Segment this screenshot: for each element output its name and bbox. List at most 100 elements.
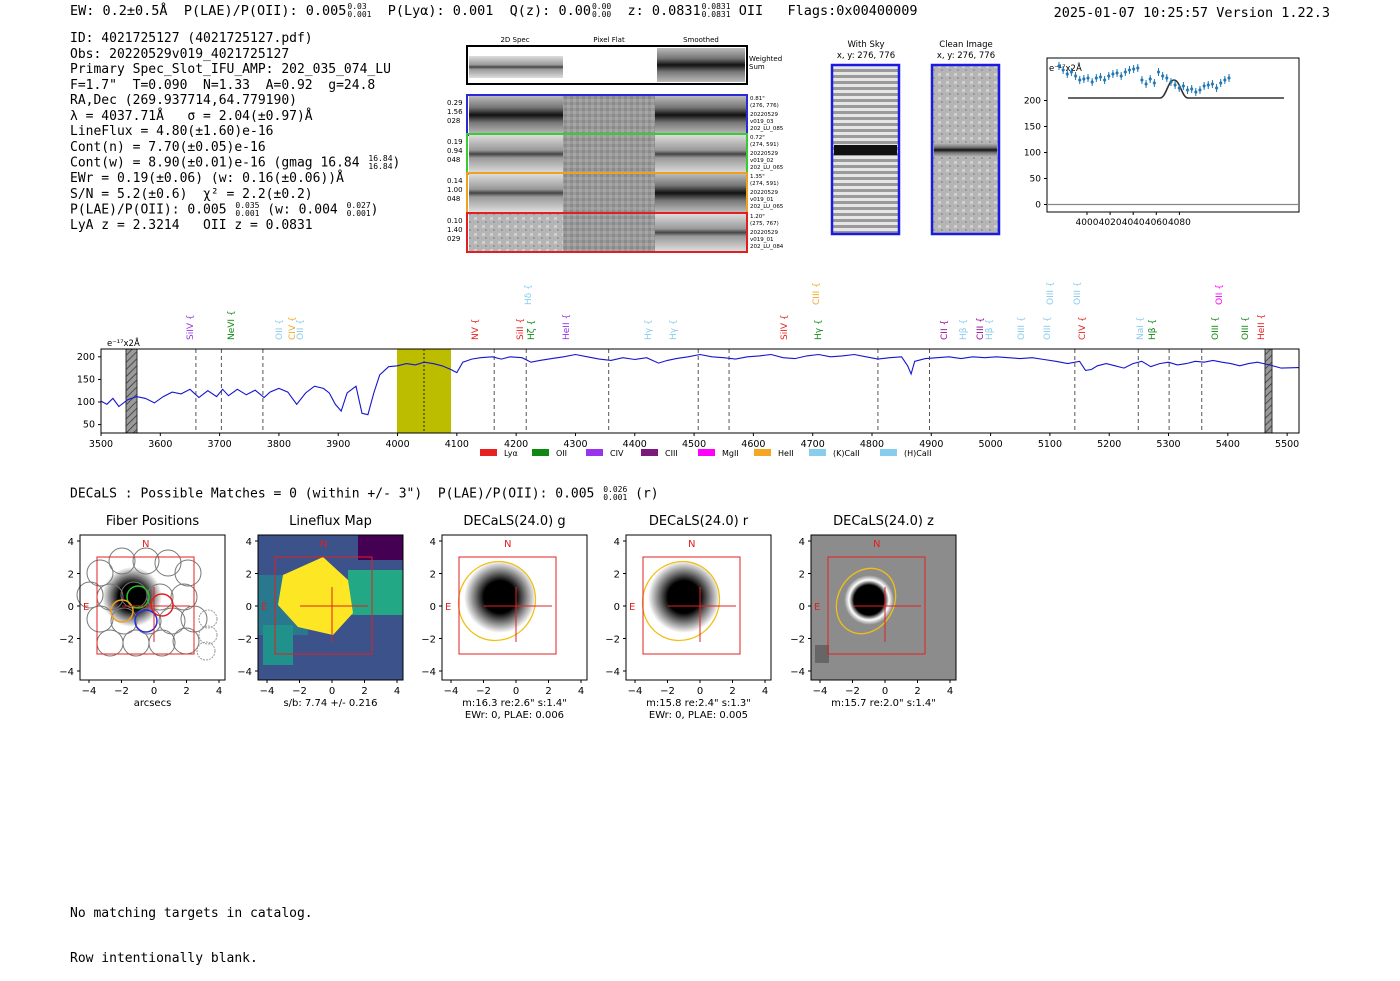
radec-line: RA,Dec (269.937714,64.779190) xyxy=(70,93,297,108)
line-label: OIII { xyxy=(1017,316,1027,340)
fiber-circle xyxy=(86,605,114,633)
sky-panels: With Sky x, y: 276, 776 Clean Image x, y… xyxy=(830,40,1001,236)
qz-lo: 0.00 xyxy=(591,10,612,19)
line-label-text: OIII { xyxy=(1211,316,1221,340)
cutout-row-4: 0.10 1.40 029 1.20" (275, 767) 20220529 … xyxy=(447,212,784,253)
plae-header-lo: 0.001 xyxy=(347,10,372,19)
panel-frame xyxy=(441,534,588,681)
line-label: HeII { xyxy=(1257,314,1267,340)
decals-panel-z: DECaLS(24.0) z N E −4 −4 −2 −2 0 0 2 2 4 4 m:15.7 re:… xyxy=(790,514,957,709)
ytick-label: −2 xyxy=(421,635,436,646)
line-label: OIII { xyxy=(1211,316,1221,340)
legend-label: HeII xyxy=(778,449,794,458)
spectrum-ytick-label: 50 xyxy=(83,420,95,431)
lineflux-peak xyxy=(278,557,353,635)
zoom-xtick-label: 4080 xyxy=(1168,218,1191,228)
spectrum-xtick-label: 5200 xyxy=(1097,439,1121,450)
xtick-label: 2 xyxy=(914,686,920,697)
zoom-point xyxy=(1223,77,1227,83)
panel-caption-2: EWr: 0, PLAE: 0.005 xyxy=(649,710,748,721)
ytick-label: −4 xyxy=(237,667,252,678)
spectrum-xtick-label: 4300 xyxy=(563,439,587,450)
east-label: E xyxy=(445,602,451,613)
svg-text:20220529: 20220529 xyxy=(750,190,778,196)
legend-swatch xyxy=(641,449,658,456)
ytick-label: 2 xyxy=(614,570,620,581)
line-label: Hβ { xyxy=(1148,319,1158,340)
col-header-pixelflat: Pixel Flat xyxy=(593,36,625,44)
z-line: OII xyxy=(738,3,764,19)
source-blob xyxy=(102,567,162,627)
cutout-row-2: 0.19 0.94 048 0.72" (274, 591) 20220529 … xyxy=(447,133,784,175)
xtick-label: −4 xyxy=(813,686,828,697)
contw-lo: 16.84 xyxy=(368,162,393,171)
version: Version 1.22.3 xyxy=(1216,5,1330,21)
svg-text:0.94: 0.94 xyxy=(447,147,463,155)
decals-panel-r: DECaLS(24.0) r N E −4 −4 −2 −2 0 0 2 2 4 4 m:15.8 re:… xyxy=(605,514,772,721)
fiber-circle-dashed xyxy=(198,625,218,645)
ytick-label: −2 xyxy=(237,635,252,646)
zoom-xtick-label: 4020 xyxy=(1099,218,1122,228)
ytick-label: −4 xyxy=(59,667,74,678)
spectrum-yticks: 50 100 150 200 xyxy=(77,352,101,431)
north-label: N xyxy=(873,539,880,550)
zoom-ytick-label: 100 xyxy=(1024,149,1041,159)
decals-title: DECaLS : Possible Matches = 0 (within +/… xyxy=(70,486,595,502)
spectrum-xtick-label: 4000 xyxy=(385,439,409,450)
ytick-label: 4 xyxy=(68,537,74,548)
zoom-point xyxy=(1156,69,1161,75)
legend-swatch xyxy=(754,449,771,456)
zoom-point xyxy=(1177,85,1182,91)
spectrum-xtick-label: 3900 xyxy=(326,439,350,450)
zoom-point xyxy=(1057,63,1061,69)
aperture-ellipse xyxy=(641,560,721,642)
line-label-text: CIV { xyxy=(288,316,298,340)
east-label: E xyxy=(261,602,267,613)
line-label: OIII { xyxy=(1043,316,1053,340)
east-label: E xyxy=(629,602,635,613)
line-label: Hζ { xyxy=(527,320,537,340)
line-label-text: OII { xyxy=(1215,284,1225,305)
lineflux-line: LineFlux = 4.80(±1.60)e-16 xyxy=(70,124,274,139)
svg-text:1.35": 1.35" xyxy=(750,174,765,180)
masked-band-left xyxy=(125,348,138,434)
with-sky-title: With Sky xyxy=(847,40,884,50)
zoom-point xyxy=(1214,85,1219,91)
decals-lo: 0.001 xyxy=(603,493,628,502)
panel-title: DECaLS(24.0) r xyxy=(649,514,749,529)
xtick-label: −2 xyxy=(114,686,129,697)
plae-text: P(LAE)/P(OII): 0.005 xyxy=(70,202,227,218)
fiber-highlight-blue xyxy=(134,609,158,633)
line-label: HeII { xyxy=(562,314,572,340)
line-label-text: CII { xyxy=(940,320,950,340)
spectrum-xtick-label: 4100 xyxy=(445,439,469,450)
decals-panel-g: DECaLS(24.0) g N E −4 −4 −2 −2 0 0 2 2 4 4 m:16.3 re:… xyxy=(421,514,588,721)
zoom-point xyxy=(1098,74,1103,80)
zoom-point xyxy=(1202,83,1206,89)
ytick-label: −4 xyxy=(790,667,805,678)
xtick-label: −4 xyxy=(444,686,459,697)
svg-text:v019_03: v019_03 xyxy=(750,119,774,125)
zoom-point xyxy=(1218,80,1223,86)
line-label: OIII { xyxy=(1241,316,1251,340)
plya-value: P(Lyα): 0.001 xyxy=(387,3,494,19)
zoom-point xyxy=(1181,83,1186,89)
spectrum-unit: e⁻¹⁷x2Å xyxy=(107,337,140,349)
svg-text:1.56: 1.56 xyxy=(447,108,463,116)
line-label: Hβ { xyxy=(959,319,969,340)
id-line: ID: 4021725127 (4021725127.pdf) xyxy=(70,31,313,46)
line-label-text: HeII { xyxy=(1257,314,1267,340)
weighted-label-2: Sum xyxy=(749,63,765,71)
line-label-text: HeII { xyxy=(562,314,572,340)
contn-line: Cont(n) = 7.70(±0.05)e-16 xyxy=(70,139,266,155)
cutout-row-3: 0.14 1.00 048 1.35" (274, 591) 20220529 … xyxy=(447,172,784,214)
fiber-circle xyxy=(110,607,138,635)
svg-text:029: 029 xyxy=(447,235,460,243)
line-label-text: OII { xyxy=(296,319,306,340)
xtick-label: −2 xyxy=(845,686,860,697)
svg-text:20220529: 20220529 xyxy=(750,151,778,157)
zoom-point xyxy=(1206,82,1211,88)
line-label-text: Hβ { xyxy=(985,319,995,340)
plae-w-end: ) xyxy=(370,202,379,218)
legend-swatch xyxy=(480,449,497,456)
